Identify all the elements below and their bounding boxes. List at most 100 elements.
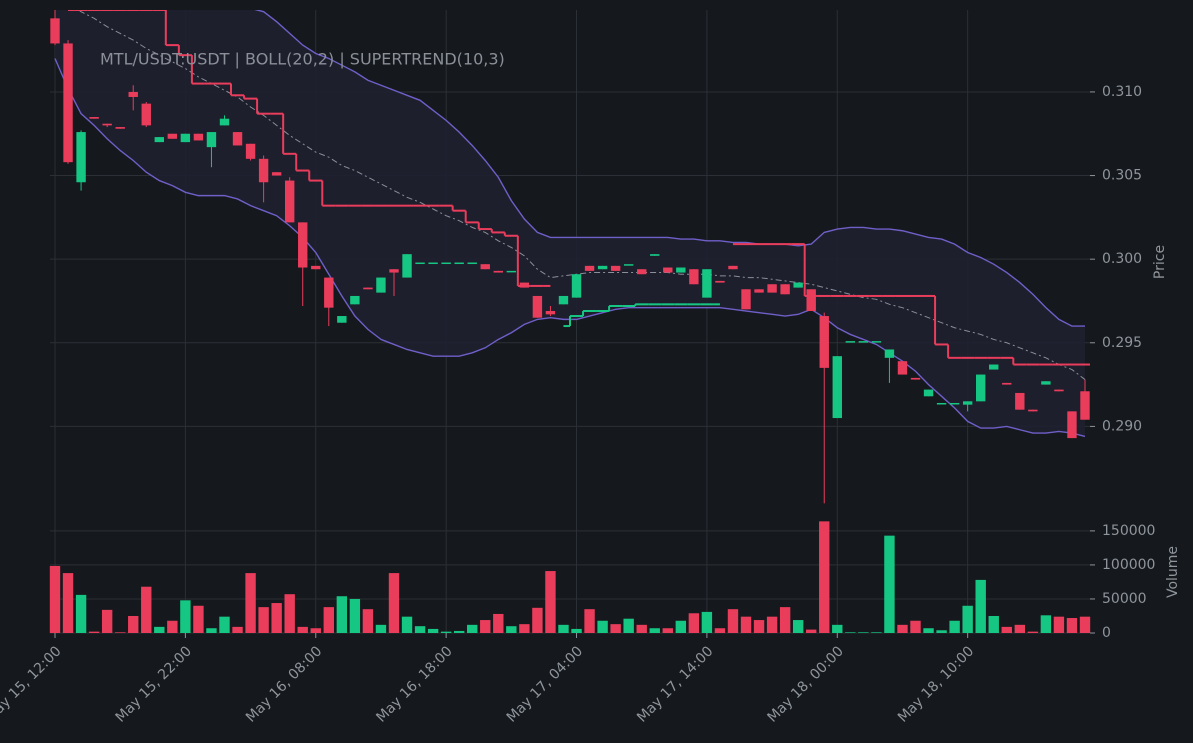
- volume-bar: [975, 579, 986, 633]
- candle-body: [467, 262, 477, 265]
- y-tick-label: 0.290: [1102, 418, 1142, 434]
- candle-body: [311, 265, 321, 270]
- candle-body: [949, 402, 960, 405]
- candle-body: [819, 316, 829, 368]
- volume-bar: [597, 620, 608, 633]
- y-axis-label: Price: [1152, 245, 1168, 279]
- candle-body: [428, 262, 438, 265]
- candle-body: [232, 132, 243, 146]
- candle-body: [989, 364, 999, 370]
- volume-bar: [1014, 624, 1026, 633]
- volume-bar: [949, 620, 960, 633]
- candle-body: [806, 289, 816, 312]
- candle-body: [936, 402, 947, 405]
- volume-bar: [193, 605, 204, 633]
- candle-body: [337, 316, 347, 323]
- x-tick-label: May 16, 08:00: [243, 643, 325, 725]
- candle-body: [976, 374, 986, 402]
- y-tick-label: 0.305: [1102, 168, 1142, 184]
- volume-bar: [427, 628, 439, 633]
- candle-body: [193, 133, 204, 141]
- candle-body: [76, 132, 86, 183]
- volume-bar: [297, 626, 308, 633]
- x-tick-label: May 16, 18:00: [373, 643, 455, 725]
- volume-bar: [440, 631, 452, 633]
- y-tick-label: 0.295: [1102, 335, 1142, 351]
- candle-body: [324, 277, 334, 308]
- candle-body: [741, 289, 751, 310]
- volume-bar: [858, 632, 869, 633]
- volume-bar: [284, 594, 295, 633]
- candle-body: [454, 262, 464, 265]
- volume-bar: [414, 626, 426, 633]
- volume-bar: [101, 609, 113, 633]
- volume-bar: [88, 631, 100, 633]
- candle-body: [271, 172, 282, 176]
- volume-bar: [1001, 626, 1012, 633]
- volume-bar: [493, 613, 504, 633]
- volume-bar: [819, 521, 830, 633]
- volume-bar: [584, 609, 595, 633]
- x-tick-label: May 18, 00:00: [765, 643, 847, 725]
- volume-bar: [1066, 618, 1078, 633]
- candle-body: [650, 254, 660, 256]
- candle-body: [845, 341, 856, 343]
- candle-body: [180, 133, 191, 143]
- candle-body: [1041, 381, 1051, 385]
- volume-bar: [114, 632, 126, 633]
- volume-bar: [232, 626, 243, 633]
- candle-body: [415, 262, 425, 265]
- volume-bar: [910, 620, 921, 633]
- volume-bar: [75, 594, 87, 633]
- volume-bar: [1053, 616, 1065, 633]
- volume-bar: [571, 628, 582, 633]
- candle-body: [884, 349, 895, 358]
- candle-body: [858, 341, 869, 343]
- volume-bar: [271, 603, 282, 633]
- volume-bar: [349, 598, 361, 633]
- volume-bar: [375, 624, 387, 633]
- volume-bar: [845, 632, 856, 633]
- candle-body: [676, 267, 686, 273]
- volume-bar: [649, 628, 660, 633]
- volume-bar: [206, 628, 217, 633]
- candle-body: [258, 158, 269, 183]
- volume-bar: [871, 632, 882, 633]
- candle-body: [793, 282, 803, 288]
- x-tick-label: May 15, 12:00: [0, 643, 65, 725]
- candle-body: [167, 133, 178, 139]
- candle-body: [689, 269, 699, 285]
- candle-body: [545, 311, 556, 315]
- volume-bar: [545, 571, 556, 633]
- volume-bar: [897, 624, 908, 633]
- candle-body: [115, 127, 125, 129]
- volume-bar: [362, 609, 374, 633]
- candle-body: [363, 287, 373, 290]
- candle-body: [532, 295, 543, 318]
- volume-bar: [1079, 616, 1091, 633]
- candle-body: [102, 123, 112, 126]
- volume-bar: [49, 565, 61, 633]
- candle-body: [441, 262, 451, 265]
- price-panel: [50, 10, 1090, 504]
- candle-body: [897, 361, 908, 375]
- volume-bar: [388, 573, 400, 633]
- volume-bar: [779, 607, 791, 633]
- candle-body: [571, 274, 582, 298]
- candle-body: [584, 265, 595, 271]
- volume-bar: [453, 630, 465, 633]
- volume-bar: [714, 628, 726, 633]
- volume-bar: [167, 620, 178, 633]
- bollinger-middle: [77, 10, 1086, 380]
- volume-bar: [884, 535, 895, 633]
- candle-body: [728, 265, 738, 270]
- candle-body: [519, 282, 530, 288]
- volume-bar: [532, 607, 543, 633]
- candle-body: [910, 377, 921, 380]
- y-tick-label: 0: [1102, 625, 1111, 641]
- candle-body: [702, 269, 712, 298]
- volume-bar: [962, 605, 973, 633]
- candle-body: [284, 180, 295, 223]
- candle-body: [597, 265, 608, 270]
